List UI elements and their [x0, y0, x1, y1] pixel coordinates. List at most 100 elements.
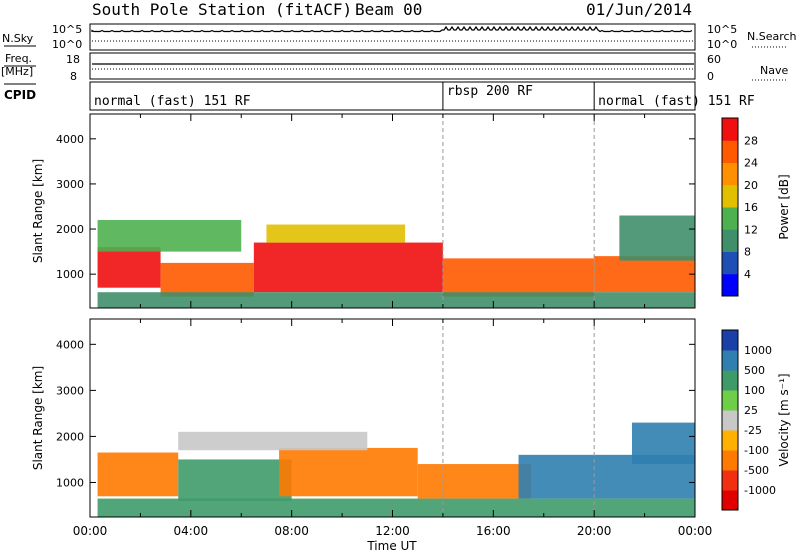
heatmap-band — [178, 431, 368, 451]
colorbar-tick-label: 500 — [744, 364, 765, 377]
colorbar-tick-label: 25 — [744, 404, 758, 417]
left-tick-top-0: 10^5 — [52, 23, 82, 36]
y-tick-label: 3000 — [56, 384, 84, 397]
heatmap-band — [594, 256, 695, 293]
nsearch-label: N.Search — [747, 30, 797, 43]
velocity-colorbar: 1000 500 100 25 -25 -100 -500 -1000 Velocity [m … — [721, 329, 791, 511]
heatmap-band — [253, 242, 443, 293]
colorbar-swatch — [722, 430, 738, 451]
colorbar-tick-label: 16 — [744, 201, 758, 214]
freq-label: Freq. — [5, 52, 32, 65]
left-tick-top-1: 10^0 — [52, 38, 82, 51]
heatmap-band — [97, 452, 179, 497]
y-axis-label: Slant Range [km] — [31, 159, 45, 263]
x-tick-label: 00:00 — [678, 524, 713, 538]
x-tick-label: 08:00 — [274, 524, 309, 538]
colorbar-tick-label: 28 — [744, 134, 758, 147]
y-tick-label: 2000 — [56, 430, 84, 443]
colorbar-label: Power [dB] — [777, 174, 791, 239]
colorbar-tick-label: 1000 — [744, 344, 772, 357]
heatmap-band — [160, 262, 254, 297]
y-tick-label: 1000 — [56, 476, 84, 489]
nsky-trace — [91, 25, 693, 33]
colorbar-swatch — [722, 350, 738, 371]
colorbar-swatch — [722, 330, 738, 351]
colorbar-swatch — [722, 273, 738, 297]
beam-label: Beam 00 — [355, 0, 422, 19]
right-tick-nave-1: 0 — [707, 70, 714, 83]
colorbar-tick-label: 20 — [744, 179, 758, 192]
y-tick-label: 3000 — [56, 178, 84, 191]
power-panel: 1000 2000 3000 4000 Slant Range [km] — [31, 113, 696, 309]
colorbar-label: Velocity [m s⁻¹] — [777, 373, 791, 466]
cpid-segments: normal (fast) 151 RF rbsp 200 RF normal (f… — [94, 82, 755, 110]
colorbar-swatch — [722, 207, 738, 230]
colorbar-tick-label: 8 — [744, 246, 751, 259]
left-tick-freq-1: 8 — [70, 70, 77, 83]
colorbar-swatch — [722, 140, 738, 163]
colorbar-tick-label: -25 — [744, 424, 762, 437]
y-tick-label: 1000 — [56, 268, 84, 281]
sky-search-strip — [89, 23, 696, 51]
colorbar-swatch — [722, 490, 738, 511]
x-tick-label: 12:00 — [375, 524, 410, 538]
freq-nave-strip — [89, 52, 696, 80]
colorbar-tick-label: 24 — [744, 157, 758, 170]
colorbar-swatch — [722, 184, 738, 208]
colorbar-tick-label: -100 — [744, 444, 769, 457]
right-tick-top-0: 10^5 — [707, 23, 737, 36]
power-colorbar: 4 8 12 16 20 24 28 Power [dB] — [721, 117, 791, 297]
heatmap-band — [442, 258, 595, 297]
y-tick-label: 4000 — [56, 338, 84, 351]
heatmap-band — [266, 224, 406, 243]
colorbar-frame — [721, 117, 739, 297]
x-axis-ticks: 00:00 04:00 08:00 12:00 16:00 20:00 00:00 — [73, 524, 713, 538]
right-tick-nave-0: 60 — [707, 53, 721, 66]
cpid-label: CPID — [4, 88, 36, 102]
left-tick-freq-0: 18 — [66, 53, 80, 66]
heatmap-band — [97, 220, 242, 252]
heatmap-band — [619, 215, 695, 261]
nsky-label: N.Sky — [2, 32, 34, 45]
date-label: 01/Jun/2014 — [586, 0, 692, 19]
colorbar-swatch — [722, 390, 738, 411]
colorbar-swatch — [722, 118, 738, 141]
cpid-segment-label: rbsp 200 RF — [447, 84, 533, 99]
y-tick-label: 2000 — [56, 223, 84, 236]
mhz-label: [MHz] — [1, 65, 33, 78]
colorbar-swatch — [722, 470, 738, 491]
colorbar-swatch — [722, 162, 738, 186]
x-axis-label: Time UT — [366, 539, 417, 553]
right-tick-top-1: 10^0 — [707, 38, 737, 51]
colorbar-swatch — [722, 229, 738, 252]
heatmap-band — [631, 422, 695, 465]
x-tick-label: 00:00 — [73, 524, 108, 538]
y-axis-label: Slant Range [km] — [31, 366, 45, 470]
colorbar-swatch — [722, 450, 738, 471]
heatmap-band — [178, 459, 292, 501]
heatmap-band — [417, 464, 532, 499]
x-tick-label: 04:00 — [174, 524, 209, 538]
x-tick-label: 20:00 — [577, 524, 612, 538]
colorbar-swatch — [722, 251, 738, 275]
x-tick-label: 16:00 — [476, 524, 511, 538]
cpid-segment-label: normal (fast) 151 RF — [598, 94, 755, 109]
heatmap-band — [279, 447, 418, 497]
colorbar-tick-label: 100 — [744, 384, 765, 397]
heatmap-band — [97, 498, 695, 517]
velocity-panel: 1000 2000 3000 4000 Slant Range [km] — [31, 318, 696, 518]
colorbar-tick-label: -1000 — [744, 484, 776, 497]
cpid-segment-label: normal (fast) 151 RF — [94, 94, 251, 109]
colorbar-tick-label: -500 — [744, 464, 769, 477]
colorbar-swatch — [722, 410, 738, 431]
station-title: South Pole Station (fitACF) — [92, 0, 352, 19]
colorbar-tick-label: 4 — [744, 268, 751, 281]
heatmap-band — [97, 247, 161, 288]
heatmap-band — [97, 292, 695, 308]
y-tick-label: 4000 — [56, 133, 84, 146]
colorbar-swatch — [722, 370, 738, 391]
colorbar-tick-label: 12 — [744, 223, 758, 236]
nave-label: Nave — [760, 64, 788, 77]
colorbar-frame — [721, 329, 739, 511]
